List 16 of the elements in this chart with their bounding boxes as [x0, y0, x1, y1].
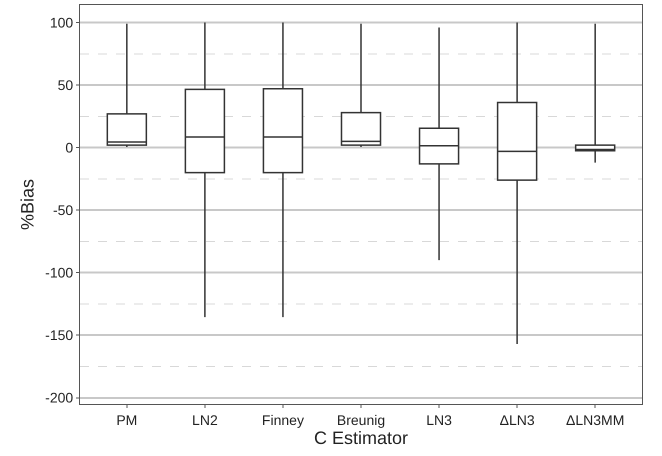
y-tick-label: 50	[58, 76, 74, 93]
x-tick-label: ΔLN3MM	[566, 412, 624, 428]
x-tick-label: Breunig	[336, 412, 386, 428]
y-tick-label: -100	[45, 264, 74, 281]
y-tick-label: -150	[45, 327, 74, 344]
x-tick-label: ΔLN3	[500, 412, 535, 428]
y-tick-label: 0	[65, 139, 74, 156]
x-tick-label: LN3	[426, 412, 452, 428]
y-axis-title: %Bias	[17, 178, 38, 230]
y-tick-label: 100	[50, 14, 74, 30]
y-tick-label: -200	[45, 390, 74, 406]
y-tick-label: -50	[52, 202, 74, 218]
x-tick-label: PM	[116, 412, 138, 428]
x-tick-label: Finney	[262, 412, 304, 428]
x-axis-title: C Estimator	[314, 428, 408, 448]
x-tick-label: LN2	[192, 412, 218, 428]
